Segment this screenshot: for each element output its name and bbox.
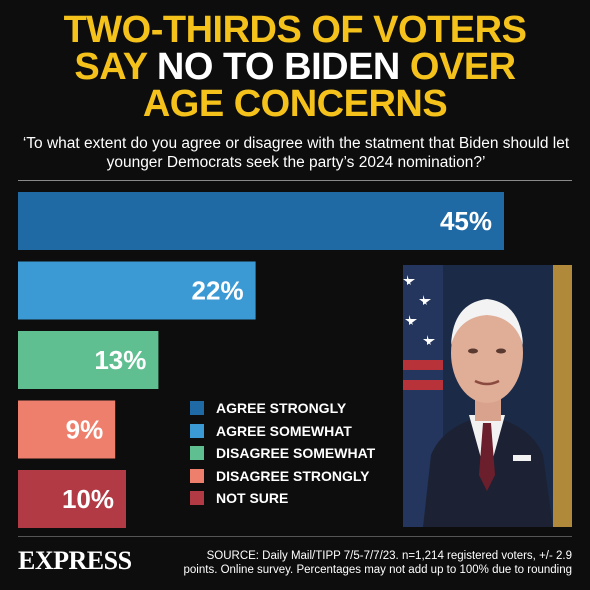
legend-label: AGREE SOMEWHAT <box>216 422 352 439</box>
headline-highlight: NO TO BIDEN <box>156 46 400 88</box>
bar-agree-somewhat <box>18 261 256 320</box>
legend-swatch <box>190 401 204 416</box>
headline-line-2: SAY NO TO BIDEN OVER <box>0 46 590 88</box>
headline-line-2-start: SAY <box>74 46 157 88</box>
chart-legend: AGREE STRONGLY AGREE SOMEWHAT DISAGREE SOM… <box>190 397 375 510</box>
express-logo: EXPRESS <box>18 546 132 575</box>
legend-item: NOT SURE <box>190 487 375 510</box>
headline-line-2-end: OVER <box>399 46 516 88</box>
legend-item: DISAGREE STRONGLY <box>190 465 375 488</box>
bar-value-label: 22% <box>192 276 244 306</box>
survey-question: ‘To what extent do you agree or disagree… <box>22 135 570 171</box>
bar-value-label: 10% <box>62 484 114 514</box>
legend-item: AGREE SOMEWHAT <box>190 420 375 443</box>
legend-label: DISAGREE SOMEWHAT <box>216 445 376 462</box>
headline-line-1: TWO-THIRDS OF VOTERS <box>63 9 527 51</box>
bar-disagree-somewhat <box>18 331 159 389</box>
person-photo-icon <box>403 265 572 527</box>
legend-label: DISAGREE STRONGLY <box>216 467 370 484</box>
legend-swatch <box>190 423 204 438</box>
headline: TWO-THIRDS OF VOTERS SAY NO TO BIDEN OVE… <box>0 9 590 125</box>
bar-value-label: 45% <box>440 206 492 236</box>
bar-agree-strongly <box>18 192 504 250</box>
source-note: SOURCE: Daily Mail/TIPP 7/5-7/7/23. n=1,… <box>183 550 572 576</box>
legend-label: NOT SURE <box>216 490 289 507</box>
legend-swatch <box>190 446 204 461</box>
legend-swatch <box>190 468 204 483</box>
headline-line-3: AGE CONCERNS <box>142 83 448 125</box>
legend-item: DISAGREE SOMEWHAT <box>190 442 375 465</box>
bar-not-sure <box>18 470 126 528</box>
bar-value-label: 9% <box>66 415 104 445</box>
divider <box>18 180 572 181</box>
legend-label: AGREE STRONGLY <box>216 400 347 417</box>
legend-item: AGREE STRONGLY <box>190 397 375 420</box>
legend-swatch <box>190 491 204 506</box>
bar-value-label: 13% <box>94 345 146 375</box>
footer-divider <box>18 536 572 537</box>
bar-disagree-strongly <box>18 400 116 459</box>
